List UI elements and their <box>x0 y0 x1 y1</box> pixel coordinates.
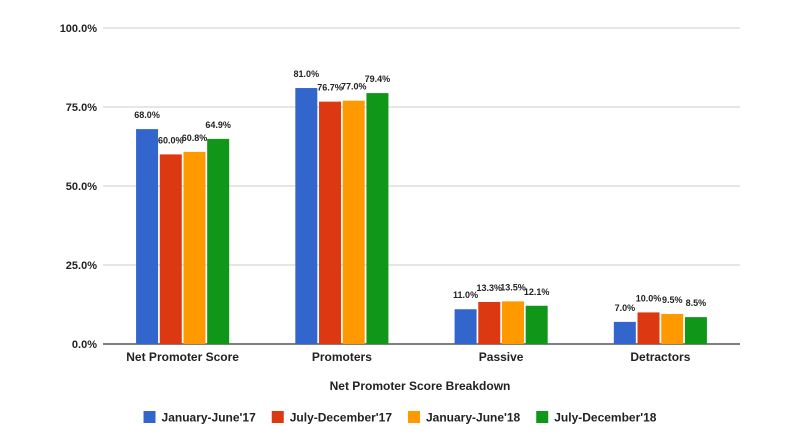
legend-label: January-June'17 <box>162 411 257 425</box>
data-labels: 68.0% 60.0%60.8% 64.9% 81.0% 76.7%77.0%79.4%… <box>134 69 706 313</box>
bar <box>183 151 206 344</box>
x-tick-label: Detractors <box>630 350 690 364</box>
bar <box>525 305 548 344</box>
bars <box>136 88 707 345</box>
bar <box>684 317 707 344</box>
y-tick-label: 0.0% <box>72 339 97 351</box>
x-tick-label: Passive <box>479 350 524 364</box>
y-tick-label: 25.0% <box>66 260 97 272</box>
data-label: 7.0% <box>615 303 636 313</box>
legend-swatch <box>536 411 549 423</box>
bar <box>454 309 477 344</box>
x-tick-label: Promoters <box>312 350 372 364</box>
data-label: 13.5% <box>500 282 526 292</box>
bar <box>613 321 636 344</box>
bar <box>319 101 342 345</box>
bar <box>207 138 230 344</box>
y-tick-label: 100.0% <box>60 23 98 35</box>
bar <box>661 313 684 344</box>
bar <box>295 88 318 344</box>
data-label: 81.0% <box>294 69 320 79</box>
bar <box>342 100 365 345</box>
data-label: 60.0% <box>158 135 184 145</box>
data-label: 8.5% <box>686 298 707 308</box>
data-label: 68.0% <box>134 110 160 120</box>
data-label: 64.9% <box>205 120 231 130</box>
data-label: 11.0% <box>453 290 478 300</box>
data-label: 79.4% <box>365 74 391 84</box>
legend-label: July-December'17 <box>290 411 393 425</box>
data-label: 76.7% <box>317 83 343 93</box>
data-label: 10.0% <box>636 293 662 303</box>
data-label: 12.1% <box>524 287 550 297</box>
legend-swatch <box>408 411 420 423</box>
data-label: 60.8% <box>182 133 208 143</box>
x-tick-label: Net Promoter Score <box>126 350 239 364</box>
bar <box>478 301 501 344</box>
y-tick-label: 75.0% <box>66 102 97 114</box>
legend-label: January-June'18 <box>426 411 521 425</box>
bar <box>637 312 660 344</box>
bar <box>159 154 182 344</box>
bar <box>501 301 524 344</box>
data-label: 9.5% <box>662 295 683 305</box>
bar <box>136 129 159 344</box>
x-axis-title: Net Promoter Score Breakdown <box>330 379 511 393</box>
y-axis-ticks: 0.0% 25.0% 50.0% 75.0% 100.0% <box>60 23 98 351</box>
bar <box>366 93 389 344</box>
data-label: 13.3% <box>477 283 503 293</box>
x-axis-categories: Net Promoter Score Promoters Passive Detrac… <box>126 350 690 364</box>
y-tick-label: 50.0% <box>66 181 97 193</box>
legend: January-June'17 July-December'17 January-J… <box>143 411 657 425</box>
data-label: 77.0% <box>341 82 367 92</box>
legend-swatch <box>271 411 284 423</box>
legend-label: July-December'18 <box>554 411 657 425</box>
legend-swatch <box>143 411 156 423</box>
